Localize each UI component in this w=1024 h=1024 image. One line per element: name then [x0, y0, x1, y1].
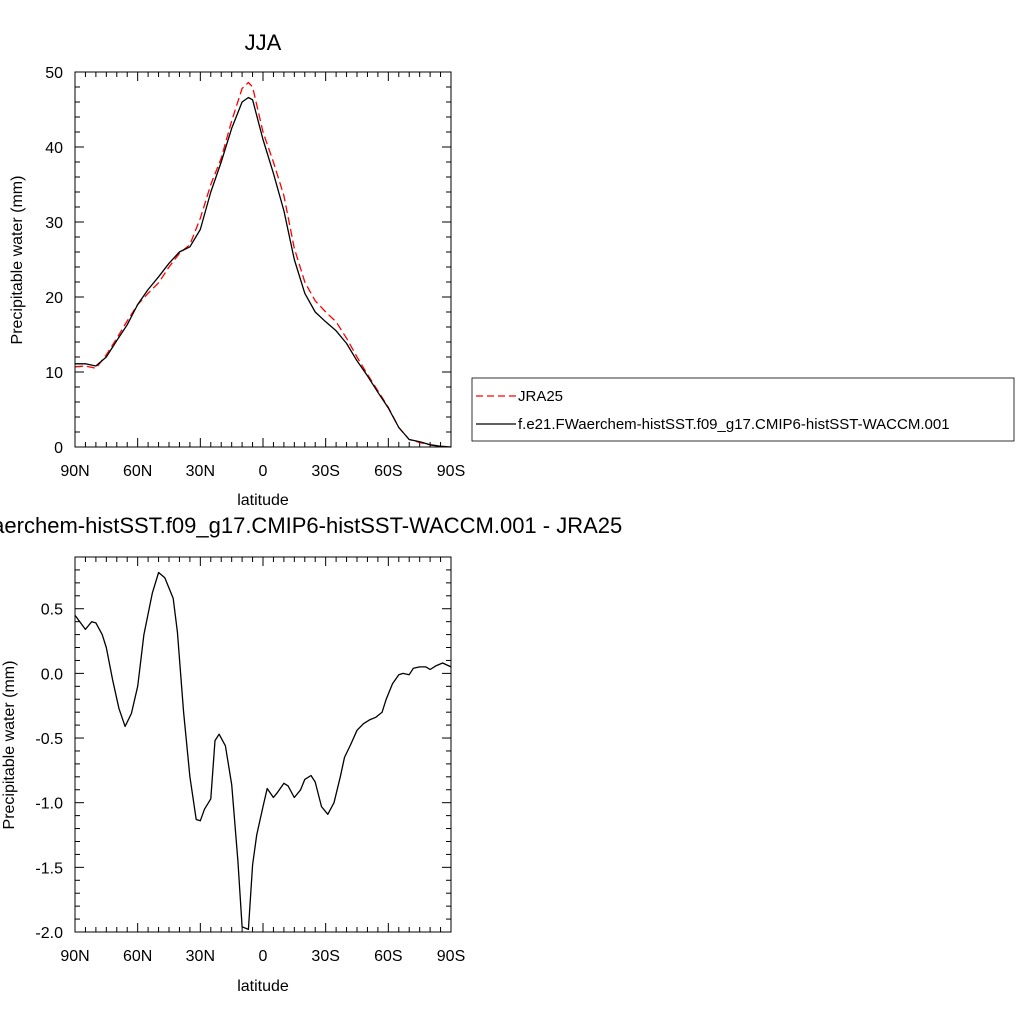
x-tick-label: 60N	[123, 948, 152, 965]
y-tick-label: 0.5	[41, 602, 63, 619]
series-line-model	[75, 96, 452, 448]
top-series	[74, 81, 452, 448]
bottom-y-axis-label: Precipitable water (mm)	[1, 661, 18, 830]
x-tick-label: 60S	[374, 948, 402, 965]
x-tick-label: 30S	[311, 463, 339, 480]
bottom-panel: f.e21.FWaerchem-histSST.f09_g17.CMIP6-hi…	[0, 513, 622, 995]
x-tick-label: 30N	[186, 948, 215, 965]
y-tick-label: -1.0	[35, 796, 63, 813]
legend-label-jra25: JRA25	[518, 388, 563, 405]
x-tick-label: 0	[259, 463, 268, 480]
x-tick-label: 90S	[437, 948, 465, 965]
y-tick-label: -2.0	[35, 925, 63, 942]
legend: JRA25 f.e21.FWaerchem-histSST.f09_g17.CM…	[471, 377, 1015, 442]
bottom-ticks: 90N 60N 30N 0 30S 60S 90S -2.0 -1.5 -1.0 -0.5 0.0 0.…	[35, 556, 465, 965]
bottom-title: f.e21.FWaerchem-histSST.f09_g17.CMIP6-hi…	[0, 513, 622, 538]
x-tick-label: 90S	[437, 463, 465, 480]
bottom-series	[74, 571, 452, 931]
top-title: JJA	[245, 30, 282, 55]
x-tick-label: 90N	[60, 463, 89, 480]
y-tick-label: 0	[54, 440, 63, 457]
x-tick-label: 0	[259, 948, 268, 965]
top-x-axis-label: latitude	[237, 492, 289, 509]
top-plot-frame	[74, 71, 452, 448]
top-panel: JJA 90N 60N 30N 0 30S 60S 90S 0 10 20 30 40 50 latit…	[9, 30, 465, 509]
top-y-axis-label: Precipitable water (mm)	[9, 176, 26, 345]
y-tick-label: 0.0	[41, 666, 63, 683]
y-tick-label: 40	[45, 140, 63, 157]
x-tick-label: 60N	[123, 463, 152, 480]
y-tick-label: 50	[45, 65, 63, 82]
x-tick-label: 90N	[60, 948, 89, 965]
top-ticks: 90N 60N 30N 0 30S 60S 90S 0 10 20 30 40 50	[45, 65, 465, 480]
x-tick-label: 30S	[311, 948, 339, 965]
bottom-x-axis-label: latitude	[237, 978, 289, 995]
legend-label-model: f.e21.FWaerchem-histSST.f09_g17.CMIP6-hi…	[518, 416, 950, 433]
y-tick-label: -1.5	[35, 860, 63, 877]
y-tick-label: -0.5	[35, 731, 63, 748]
x-tick-label: 30N	[186, 463, 215, 480]
y-tick-label: 30	[45, 215, 63, 232]
series-line-difference	[74, 571, 452, 931]
y-tick-label: 10	[45, 365, 63, 382]
y-tick-label: 20	[45, 290, 63, 307]
legend-box	[471, 377, 1015, 442]
x-tick-label: 60S	[374, 463, 402, 480]
bottom-plot-frame	[74, 556, 452, 933]
